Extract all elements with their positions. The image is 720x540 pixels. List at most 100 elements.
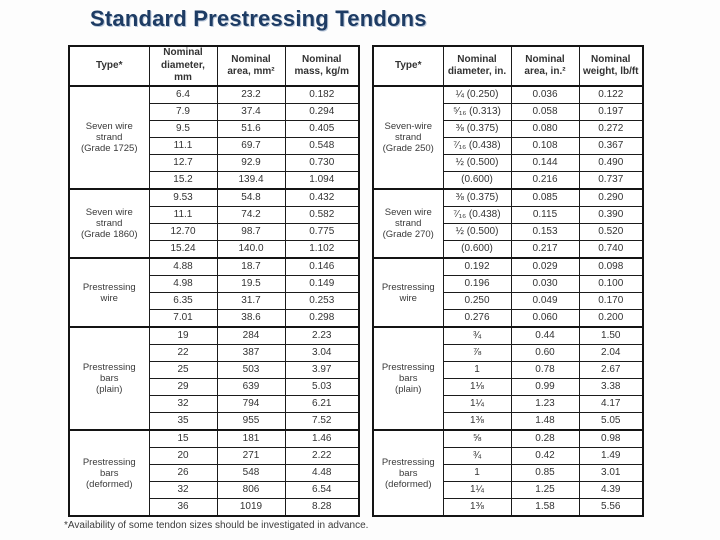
cell-value: 26 [148, 464, 218, 482]
cell-value: 51.6 [216, 120, 286, 138]
cell-value: 6.54 [284, 481, 360, 499]
cell-value: 1.23 [510, 395, 580, 413]
cell-value: 0.737 [578, 171, 644, 190]
metric-table-header: Type* Nominal diameter, mm Nominal area, m… [68, 45, 360, 87]
row-group-label: Prestressing bars (plain) [68, 326, 150, 431]
cell-value: 387 [216, 344, 286, 362]
cell-value: 36 [148, 498, 218, 517]
cell-value: 2.04 [578, 344, 644, 362]
cell-value: 0.99 [510, 378, 580, 396]
cell-value: 271 [216, 447, 286, 465]
cell-value: 0.490 [578, 154, 644, 172]
cell-value: ⁷⁄₁₆ (0.438) [442, 137, 512, 155]
cell-value: 98.7 [216, 223, 286, 241]
cell-value: 19.5 [216, 275, 286, 293]
cell-value: 0.582 [284, 206, 360, 224]
column-header: Nominal diameter, mm [148, 45, 218, 87]
cell-value: 29 [148, 378, 218, 396]
row-group-label: Prestressing bars (plain) [372, 326, 444, 431]
row-group-label: Seven wire strand (Grade 1725) [68, 85, 150, 190]
cell-value: ½ (0.500) [442, 154, 512, 172]
cell-value: 2.23 [284, 326, 360, 345]
cell-value: 0.100 [578, 275, 644, 293]
cell-value: 0.144 [510, 154, 580, 172]
cell-value: 4.17 [578, 395, 644, 413]
cell-value: ½ (0.500) [442, 223, 512, 241]
cell-value: 1019 [216, 498, 286, 517]
cell-value: 0.115 [510, 206, 580, 224]
cell-value: 0.253 [284, 292, 360, 310]
cell-value: 0.149 [284, 275, 360, 293]
cell-value: 20 [148, 447, 218, 465]
cell-value: 0.520 [578, 223, 644, 241]
row-group-label: Seven wire strand (Grade 270) [372, 188, 444, 259]
cell-value: 1.49 [578, 447, 644, 465]
cell-value: 3.01 [578, 464, 644, 482]
cell-value: 806 [216, 481, 286, 499]
cell-value: 32 [148, 481, 218, 499]
cell-value: 1.48 [510, 412, 580, 431]
cell-value: 0.197 [578, 103, 644, 121]
cell-value: (0.600) [442, 240, 512, 259]
cell-value: 6.35 [148, 292, 218, 310]
row-group-label: Prestressing bars (deformed) [68, 429, 150, 517]
cell-value: 1 [442, 464, 512, 482]
cell-value: 1 [442, 361, 512, 379]
cell-value: 1.102 [284, 240, 360, 259]
cell-value: 0.058 [510, 103, 580, 121]
metric-table-body: Seven wire strand (Grade 1725) 6.4 23.2 0.1… [68, 85, 360, 517]
cell-value: 0.250 [442, 292, 512, 310]
cell-value: 8.28 [284, 498, 360, 517]
cell-value: 0.42 [510, 447, 580, 465]
column-header: Type* [68, 45, 150, 87]
cell-value: 7.01 [148, 309, 218, 328]
cell-value: 0.44 [510, 326, 580, 345]
cell-value: 0.432 [284, 188, 360, 207]
cell-value: 0.98 [578, 429, 644, 448]
cell-value: 548 [216, 464, 286, 482]
cell-value: 639 [216, 378, 286, 396]
cell-value: 31.7 [216, 292, 286, 310]
cell-value: 3.38 [578, 378, 644, 396]
column-header: Nominal weight, lb/ft [578, 45, 644, 87]
cell-value: ⅞ [442, 344, 512, 362]
column-header: Nominal diameter, in. [442, 45, 512, 87]
cell-value: 0.272 [578, 120, 644, 138]
cell-value: 0.775 [284, 223, 360, 241]
cell-value: 0.080 [510, 120, 580, 138]
cell-value: 0.740 [578, 240, 644, 259]
cell-value: 15.24 [148, 240, 218, 259]
row-group-label: Seven wire strand (Grade 1860) [68, 188, 150, 259]
cell-value: 0.085 [510, 188, 580, 207]
cell-value: 7.52 [284, 412, 360, 431]
cell-value: 0.85 [510, 464, 580, 482]
cell-value: 32 [148, 395, 218, 413]
cell-value: 0.192 [442, 257, 512, 276]
cell-value: 1.25 [510, 481, 580, 499]
cell-value: 1.58 [510, 498, 580, 517]
cell-value: 1.46 [284, 429, 360, 448]
cell-value: 0.405 [284, 120, 360, 138]
cell-value: 12.70 [148, 223, 218, 241]
cell-value: 0.036 [510, 85, 580, 104]
imperial-table-header: Type* Nominal diameter, in. Nominal area, … [372, 45, 644, 87]
cell-value: ¾ [442, 447, 512, 465]
row-group-label: Prestressing bars (deformed) [372, 429, 444, 517]
row-group-label: Seven-wire strand (Grade 250) [372, 85, 444, 190]
cell-value: 1⅜ [442, 412, 512, 431]
cell-value: 0.098 [578, 257, 644, 276]
cell-value: 0.28 [510, 429, 580, 448]
cell-value: 54.8 [216, 188, 286, 207]
cell-value: 0.390 [578, 206, 644, 224]
cell-value: 0.196 [442, 275, 512, 293]
cell-value: 2.22 [284, 447, 360, 465]
cell-value: 4.88 [148, 257, 218, 276]
cell-value: 69.7 [216, 137, 286, 155]
cell-value: 15 [148, 429, 218, 448]
cell-value: 0.548 [284, 137, 360, 155]
cell-value: 1⅛ [442, 378, 512, 396]
cell-value: 1.50 [578, 326, 644, 345]
cell-value: 1¼ [442, 395, 512, 413]
cell-value: 1¼ [442, 481, 512, 499]
